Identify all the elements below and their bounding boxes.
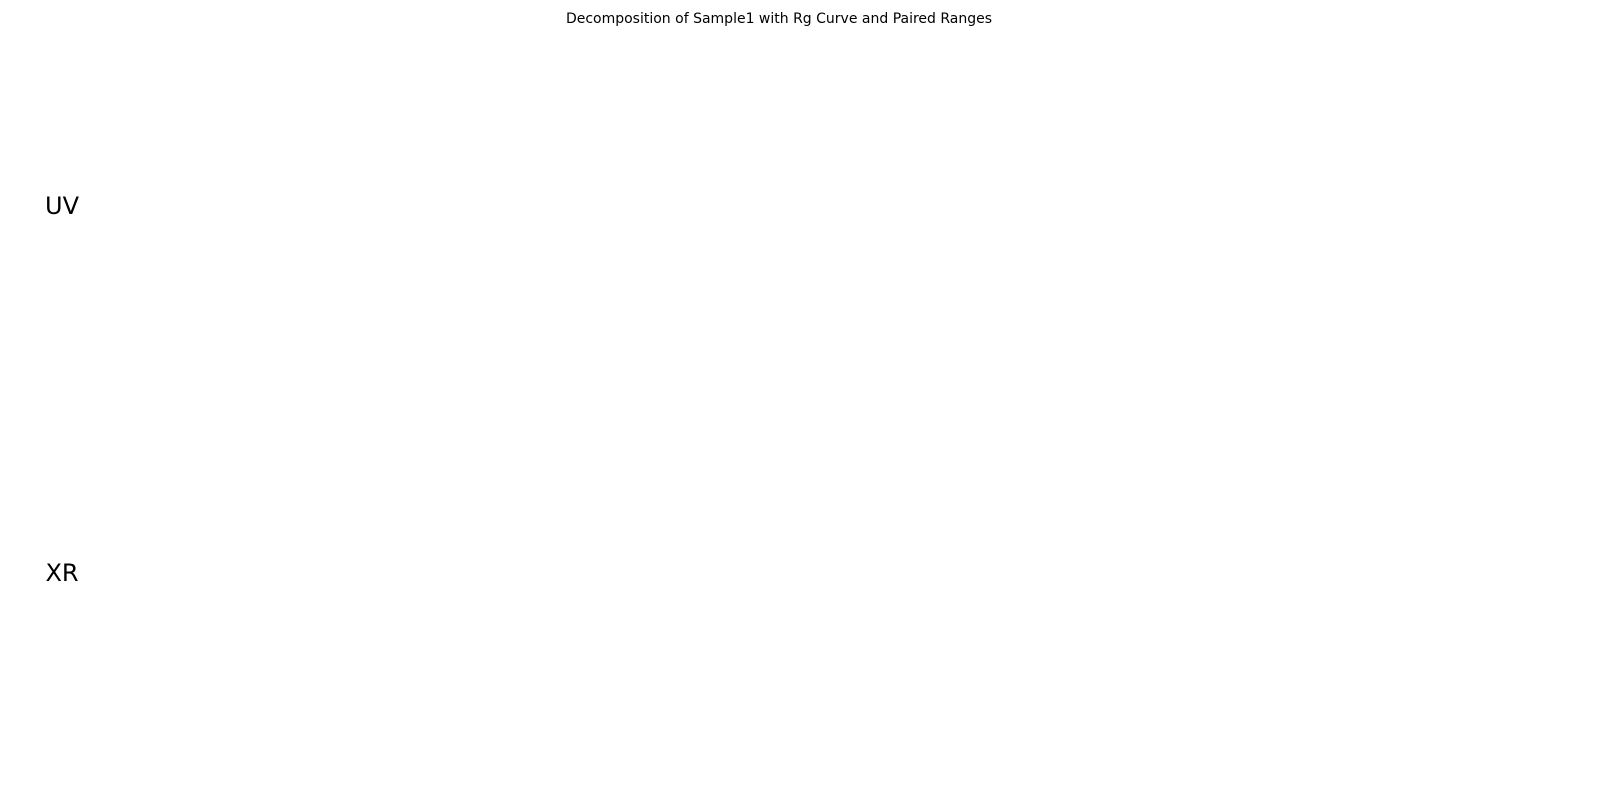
row-label-uv: UV — [45, 192, 80, 220]
figure-suptitle: Decomposition of Sample1 with Rg Curve a… — [566, 11, 992, 27]
row-label-xr: XR — [45, 559, 78, 587]
